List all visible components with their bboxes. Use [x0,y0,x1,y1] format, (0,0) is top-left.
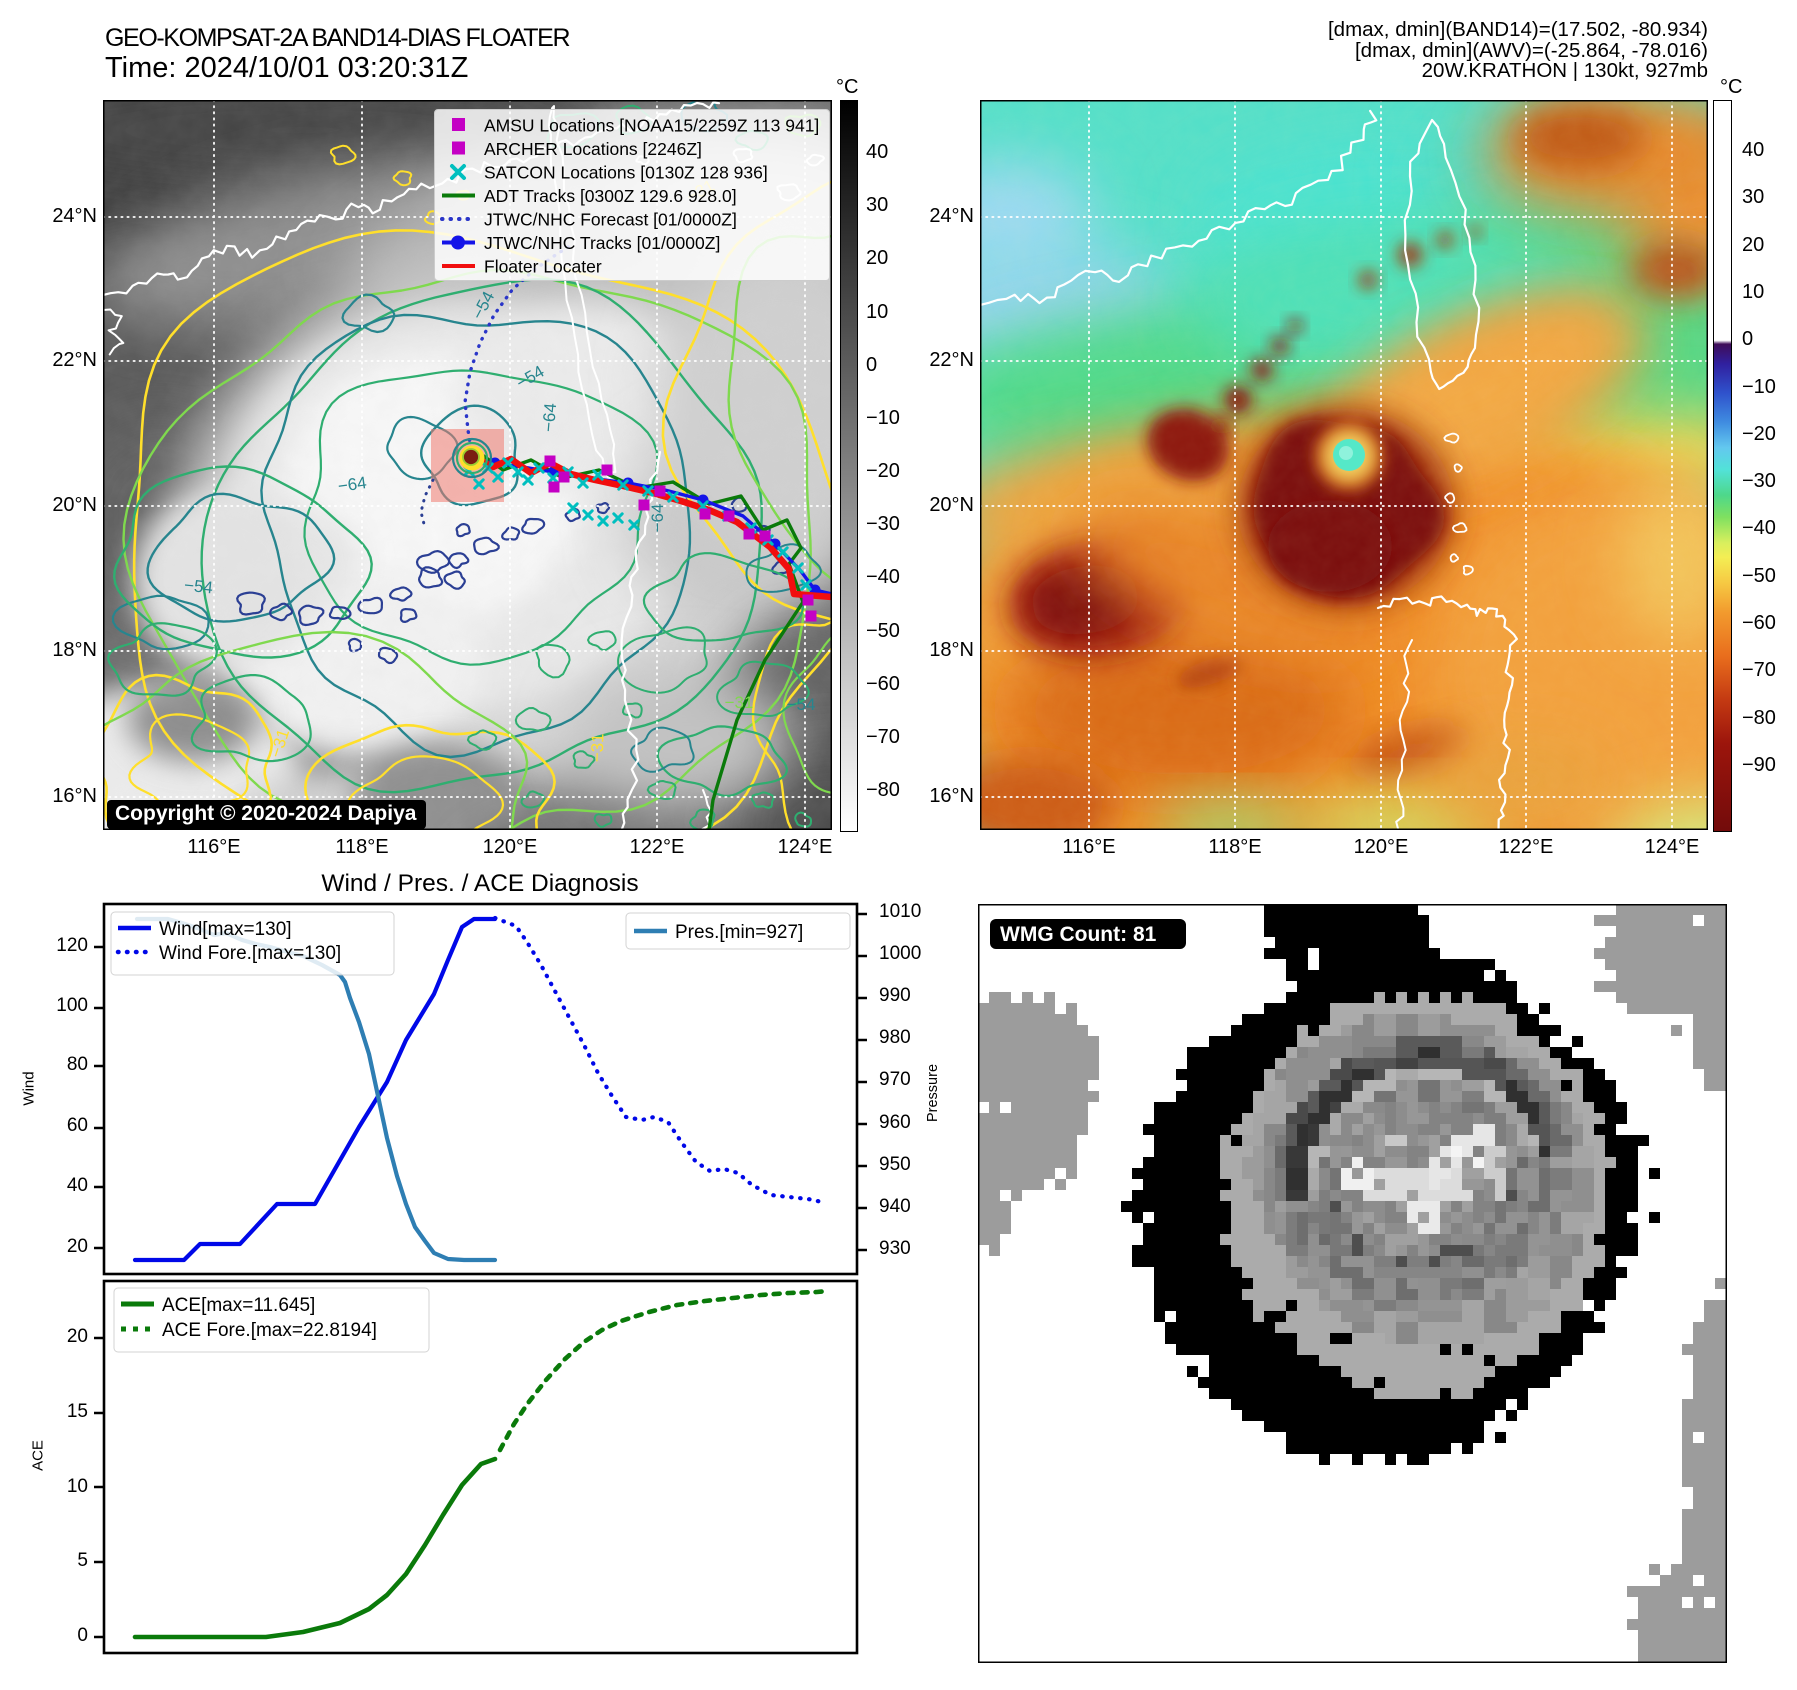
svg-text:Wind[max=130]: Wind[max=130] [159,919,292,940]
svg-text:Floater Locater: Floater Locater [484,257,602,277]
svg-text:ACE[max=11.645]: ACE[max=11.645] [162,1295,315,1316]
svg-text:Pres.[min=927]: Pres.[min=927] [675,922,803,943]
svg-text:−31: −31 [588,733,608,762]
svg-text:SATCON Locations [0130Z 128 93: SATCON Locations [0130Z 128 936] [484,163,768,183]
svg-text:JTWC/NHC Tracks [01/0000Z]: JTWC/NHC Tracks [01/0000Z] [484,233,720,253]
svg-text:ADT Tracks [0300Z 129.6 928.0]: ADT Tracks [0300Z 129.6 928.0] [484,186,737,206]
svg-text:−54: −54 [787,695,816,714]
svg-text:−54: −54 [183,576,214,598]
svg-text:−31: −31 [725,693,754,712]
svg-text:ACE Fore.[max=22.8194]: ACE Fore.[max=22.8194] [162,1320,377,1341]
svg-text:Wind Fore.[max=130]: Wind Fore.[max=130] [159,943,341,964]
svg-text:ARCHER Locations [2246Z]: ARCHER Locations [2246Z] [484,139,702,159]
svg-text:−64: −64 [648,504,667,533]
svg-text:−64: −64 [539,402,560,432]
svg-text:JTWC/NHC Forecast [01/0000Z]: JTWC/NHC Forecast [01/0000Z] [484,210,737,230]
svg-text:AMSU Locations [NOAA15/2259Z 1: AMSU Locations [NOAA15/2259Z 113 941] [484,116,819,136]
svg-text:WMG Count: 81: WMG Count: 81 [1000,923,1157,946]
svg-text:−64: −64 [337,473,368,496]
